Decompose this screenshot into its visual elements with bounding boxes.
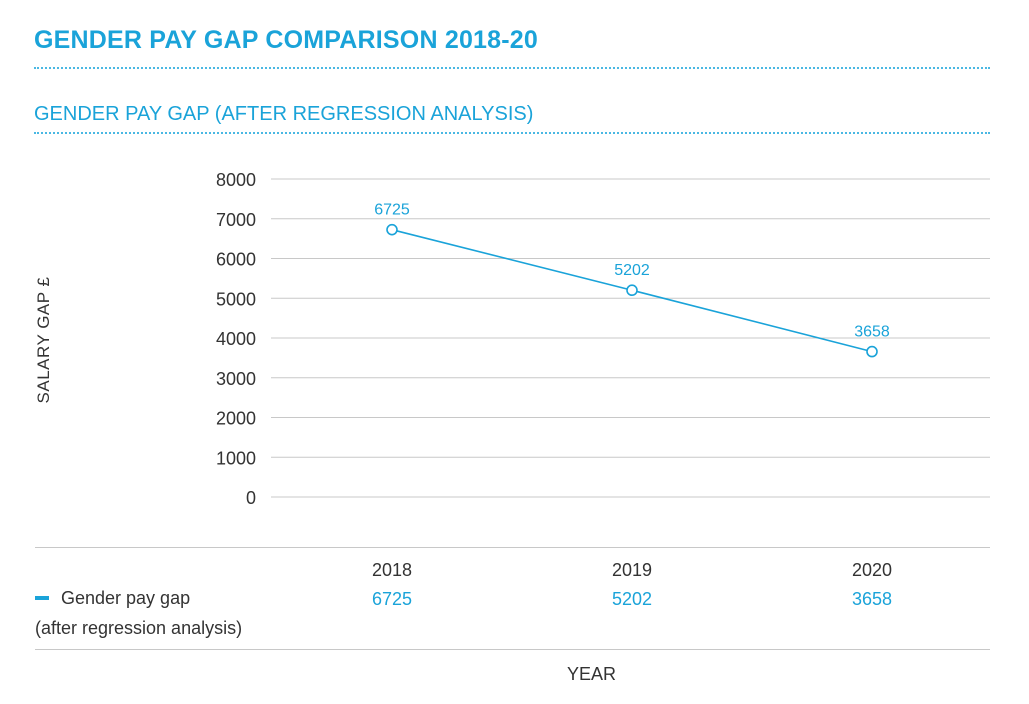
data-label: 6725 xyxy=(374,202,410,219)
y-tick-label: 5000 xyxy=(216,289,256,309)
page-title: GENDER PAY GAP COMPARISON 2018-20 xyxy=(34,26,538,54)
data-point xyxy=(626,284,638,297)
table-value: 3658 xyxy=(851,589,893,609)
x-tick-label: 2018 xyxy=(371,560,413,580)
y-tick-label: 3000 xyxy=(216,369,256,389)
y-tick-label: 2000 xyxy=(216,409,256,429)
x-tick-label: 2020 xyxy=(851,560,893,580)
data-point xyxy=(866,345,878,358)
chart-subtitle: GENDER PAY GAP (AFTER REGRESSION ANALYSI… xyxy=(34,103,534,125)
title-divider xyxy=(34,67,990,69)
legend-label: Gender pay gap xyxy=(61,588,191,608)
data-label: 5202 xyxy=(614,262,650,279)
x-axis-label: YEAR xyxy=(567,664,617,684)
legend-label-sub: (after regression analysis) xyxy=(35,618,243,638)
table-value: 6725 xyxy=(371,589,413,609)
y-tick-label: 0 xyxy=(246,488,256,508)
y-tick-label: 1000 xyxy=(216,448,256,468)
data-label: 3658 xyxy=(854,324,890,341)
legend-swatch xyxy=(35,596,49,600)
y-tick-label: 4000 xyxy=(216,329,256,349)
subtitle-divider xyxy=(34,132,990,134)
table-bottom-rule xyxy=(35,649,990,650)
x-tick-label: 2019 xyxy=(611,560,653,580)
data-point xyxy=(386,223,398,236)
y-tick-label: 7000 xyxy=(216,210,256,230)
table-top-rule xyxy=(35,547,990,548)
y-tick-label: 8000 xyxy=(216,170,256,190)
table-value: 5202 xyxy=(611,589,653,609)
y-tick-label: 6000 xyxy=(216,250,256,270)
